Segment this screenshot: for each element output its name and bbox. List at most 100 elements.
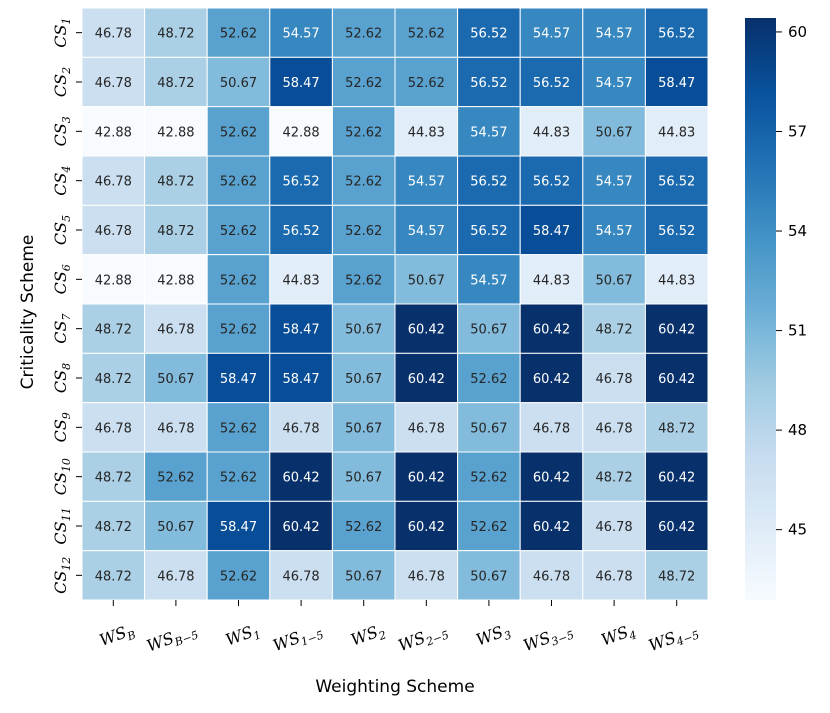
heatmap-cell bbox=[457, 56, 521, 108]
cell-value-label: 44.83 bbox=[408, 125, 445, 140]
cell-value-label: 60.42 bbox=[282, 520, 319, 535]
heatmap-cell bbox=[394, 56, 459, 108]
cell-value-label: 46.78 bbox=[533, 569, 570, 584]
y-axis-title: Criticality Scheme bbox=[18, 235, 38, 390]
heatmap-cell bbox=[394, 451, 459, 502]
x-tick-label: WS1−5 bbox=[270, 620, 325, 658]
heatmap-cell bbox=[519, 352, 584, 404]
cell-value-label: 46.78 bbox=[533, 421, 570, 436]
cell-value-label: 52.62 bbox=[220, 224, 257, 239]
cell-value-label: 44.83 bbox=[658, 125, 695, 140]
heatmap-cell bbox=[582, 204, 646, 256]
heatmap-cell bbox=[457, 204, 521, 256]
cell-value-label: 58.47 bbox=[658, 76, 695, 91]
heatmap-cell bbox=[206, 500, 271, 552]
cell-value-label: 52.62 bbox=[220, 273, 257, 288]
cell-value-label: 46.78 bbox=[95, 224, 132, 239]
heatmap-cell bbox=[269, 500, 333, 552]
cell-value-label: 50.67 bbox=[345, 421, 382, 436]
y-axis-ticks: CS1 CS2 CS3 CS4 CS5 CS6 CS7 CS8 CS9 CS10 CS11 CS12 bbox=[51, 18, 82, 594]
x-tick-label: WS3 bbox=[473, 620, 513, 652]
cell-value-label: 60.42 bbox=[408, 520, 445, 535]
heatmap-cell bbox=[144, 7, 208, 58]
heatmap-cell bbox=[331, 106, 396, 157]
heatmap-cell bbox=[206, 254, 271, 305]
cell-value-label: 46.78 bbox=[595, 421, 632, 436]
cell-value-label: 50.67 bbox=[595, 273, 632, 288]
heatmap-cell bbox=[269, 303, 333, 354]
cell-value-label: 60.42 bbox=[533, 372, 570, 387]
heatmap-cell bbox=[582, 451, 646, 502]
cell-value-label: 46.78 bbox=[95, 175, 132, 190]
heatmap-cell bbox=[519, 550, 584, 601]
y-tick-label: CS12 bbox=[51, 557, 73, 594]
y-tick-label: CS8 bbox=[51, 363, 73, 393]
y-tick-label: CS5 bbox=[51, 215, 73, 245]
cell-value-label: 50.67 bbox=[470, 421, 507, 436]
heatmap-cell bbox=[644, 451, 709, 502]
cell-value-label: 46.78 bbox=[157, 323, 194, 338]
heatmap-cell bbox=[144, 56, 208, 108]
cell-value-label: 54.57 bbox=[282, 27, 319, 42]
cell-value-label: 52.62 bbox=[408, 27, 445, 42]
heatmap-cell bbox=[144, 550, 208, 601]
cell-value-label: 50.67 bbox=[345, 471, 382, 486]
heatmap-cell bbox=[331, 402, 396, 453]
y-tick-label: CS10 bbox=[51, 458, 73, 495]
heatmap-cell bbox=[519, 303, 584, 354]
heatmap-cell bbox=[269, 254, 333, 305]
cell-value-label: 56.52 bbox=[470, 175, 507, 190]
cell-value-label: 58.47 bbox=[220, 372, 257, 387]
cell-value-label: 58.47 bbox=[282, 76, 319, 91]
heatmap-cell bbox=[582, 254, 646, 305]
heatmap-cell bbox=[644, 352, 709, 404]
cell-value-label: 50.67 bbox=[345, 372, 382, 387]
cell-value-label: 52.62 bbox=[345, 520, 382, 535]
cell-value-label: 60.42 bbox=[533, 520, 570, 535]
cell-value-label: 50.67 bbox=[470, 323, 507, 338]
cell-value-label: 48.72 bbox=[595, 323, 632, 338]
heatmap-cell bbox=[582, 106, 646, 157]
x-tick-label: WS1 bbox=[223, 620, 263, 652]
heatmap-cell bbox=[331, 352, 396, 404]
cell-value-label: 48.72 bbox=[157, 224, 194, 239]
heatmap-cell bbox=[206, 204, 271, 256]
cell-value-label: 46.78 bbox=[95, 27, 132, 42]
cell-value-label: 56.52 bbox=[282, 224, 319, 239]
cell-value-label: 52.62 bbox=[157, 471, 194, 486]
heatmap-cell bbox=[644, 550, 709, 601]
cell-value-label: 48.72 bbox=[595, 471, 632, 486]
cell-value-label: 54.57 bbox=[533, 27, 570, 42]
x-axis-ticks: WSB WSB−5 WS1 WS1−5 WS2 WS2−5 WS3 WS3−5 WS4 WS4−5 bbox=[97, 600, 701, 658]
heatmap-cell bbox=[457, 451, 521, 502]
heatmap-cell bbox=[582, 56, 646, 108]
cell-value-label: 52.62 bbox=[345, 27, 382, 42]
heatmap-cell bbox=[457, 303, 521, 354]
heatmap-cell bbox=[394, 352, 459, 404]
x-tick-label: WS2 bbox=[348, 620, 388, 652]
cell-value-label: 56.52 bbox=[658, 224, 695, 239]
cell-value-label: 54.57 bbox=[595, 76, 632, 91]
cell-value-label: 42.88 bbox=[95, 273, 132, 288]
cell-value-label: 48.72 bbox=[157, 27, 194, 42]
cell-value-label: 54.57 bbox=[470, 273, 507, 288]
heatmap-cell bbox=[457, 500, 521, 552]
heatmap-cell bbox=[206, 106, 271, 157]
cell-value-label: 46.78 bbox=[157, 421, 194, 436]
cell-value-label: 56.52 bbox=[533, 76, 570, 91]
cell-value-label: 46.78 bbox=[157, 569, 194, 584]
cell-value-label: 50.67 bbox=[595, 125, 632, 140]
heatmap-cell bbox=[206, 550, 271, 601]
cell-value-label: 60.42 bbox=[658, 471, 695, 486]
y-tick-label: CS11 bbox=[51, 507, 73, 544]
heatmap-cell bbox=[206, 352, 271, 404]
cell-value-label: 46.78 bbox=[595, 520, 632, 535]
cell-value-label: 42.88 bbox=[282, 125, 319, 140]
cell-value-label: 46.78 bbox=[595, 372, 632, 387]
y-tick-label: CS4 bbox=[51, 166, 73, 196]
y-tick-label: CS2 bbox=[51, 67, 73, 97]
cell-value-label: 50.67 bbox=[157, 372, 194, 387]
cell-value-label: 56.52 bbox=[470, 27, 507, 42]
cell-value-label: 46.78 bbox=[282, 421, 319, 436]
heatmap-cell bbox=[331, 451, 396, 502]
